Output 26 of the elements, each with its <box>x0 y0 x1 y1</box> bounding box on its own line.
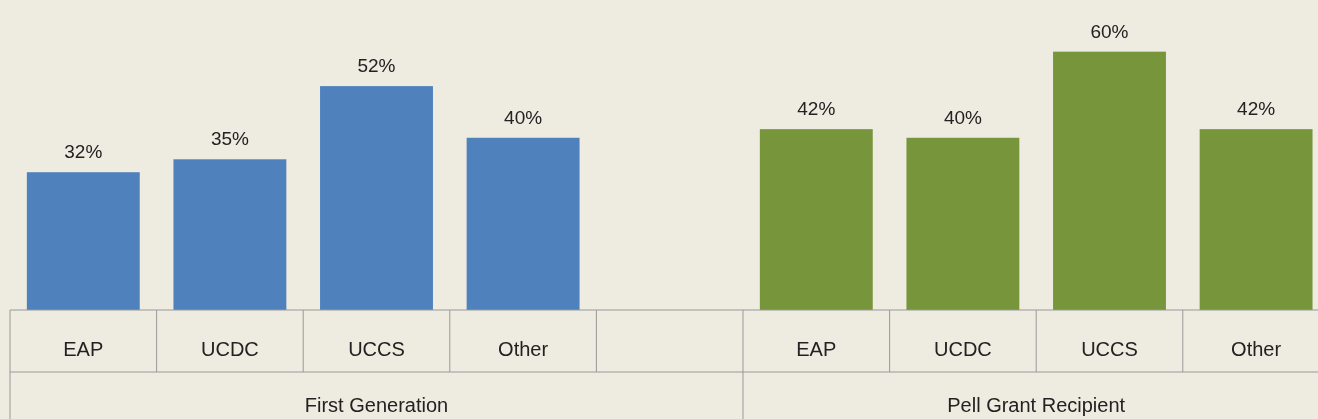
data-label: 42% <box>797 98 836 120</box>
data-label: 52% <box>357 55 396 77</box>
data-label: 42% <box>1237 98 1276 120</box>
bar <box>320 86 433 310</box>
text: First Generation <box>304 394 449 416</box>
bar <box>173 159 287 310</box>
data-label: 60% <box>1090 20 1129 42</box>
bar <box>466 137 580 310</box>
x-tick-label: UCCS <box>1081 338 1138 360</box>
data-label: 40% <box>504 106 543 128</box>
x-tick-label: Other <box>498 338 549 360</box>
data-label: 35% <box>210 128 250 150</box>
x-tick-label: Other <box>1231 338 1282 360</box>
bar <box>759 129 873 310</box>
x-tick-label: UCDC <box>201 338 259 360</box>
bar <box>1053 51 1166 310</box>
x-tick-label: EAP <box>63 338 104 360</box>
bar <box>906 137 1020 310</box>
text: Pell Grant Recipient <box>947 394 1126 416</box>
data-label: 32% <box>64 141 103 163</box>
x-tick-label: UCDC <box>934 338 992 360</box>
bar <box>1199 129 1313 310</box>
x-tick-label: EAP <box>796 338 837 360</box>
x-tick-label: UCCS <box>348 338 405 360</box>
data-label: 40% <box>943 106 983 128</box>
bar <box>26 172 140 310</box>
